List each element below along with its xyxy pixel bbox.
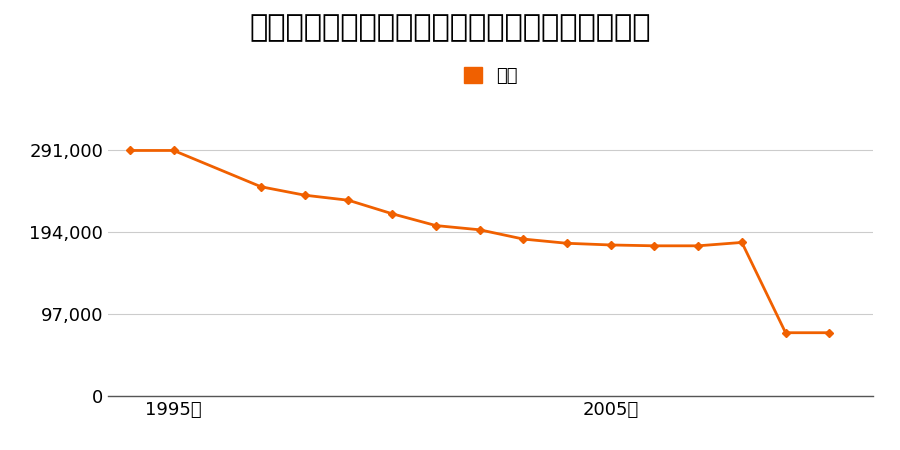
Legend: 価格: 価格 xyxy=(456,59,525,92)
Text: 埼玉県新座市西堀１丁目７４４番２０の地価推移: 埼玉県新座市西堀１丁目７４４番２０の地価推移 xyxy=(249,14,651,42)
